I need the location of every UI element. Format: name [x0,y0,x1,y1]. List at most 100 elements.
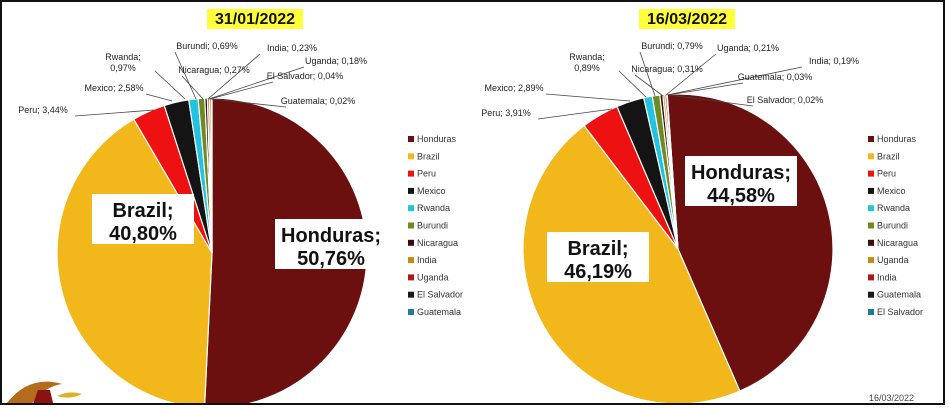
data-label-text: Burundi; 0,69% [176,41,238,51]
legend-item-burundi: Burundi [868,221,908,231]
legend-label: Brazil [417,151,440,161]
leader-line [665,53,717,96]
data-label-text: India; 0,19% [809,56,859,66]
leader-line [639,51,656,97]
leader-line [668,94,754,107]
legend-label: Mexico [417,186,446,196]
leader-line [208,66,305,100]
chart-title: 16/03/2022 [647,11,727,28]
legend-label: India [877,272,897,282]
legend-label: El Salvador [877,307,923,317]
pie-slice-brazil [56,118,213,403]
legend-item-rwanda: Rwanda [408,203,450,213]
legend-label: Honduras [417,134,457,144]
legend-item-india: India [868,272,897,282]
data-label-burundi: Burundi; 0,69% [174,41,238,100]
leader-line [74,109,155,117]
legend-item-el-salvador: El Salvador [868,307,923,317]
data-label-box [547,232,649,282]
legend-swatch [408,239,414,246]
legend-item-mexico: Mexico [868,186,906,196]
legend-item-uganda: Uganda [408,272,449,282]
data-label-honduras: Honduras;50,76% [275,219,387,270]
data-label-text: Guatemala; 0,03% [738,72,813,82]
legend-swatch [408,187,414,194]
legend-label: Rwanda [877,203,910,213]
legend-label: Brazil [877,151,900,161]
data-label-mexico: Mexico; 2,58% [84,83,173,102]
legend-item-guatemala: Guatemala [408,307,461,317]
legend-item-brazil: Brazil [408,151,440,161]
leader-line [174,51,197,100]
legend-swatch [868,187,874,194]
legend-label: Mexico [877,186,906,196]
legend-item-uganda: Uganda [868,255,909,265]
data-label-text: Mexico; 2,89% [484,83,543,93]
data-label-name: Honduras; [281,225,381,247]
data-label-peru: Peru; 3,44% [18,105,155,117]
pie-charts-canvas: 31/01/2022Honduras;50,76%Brazil;40,80%Pe… [7,9,923,403]
logo-icon [7,381,82,403]
data-label-mexico: Mexico; 2,89% [484,83,631,102]
data-label-burundi: Burundi; 0,79% [639,41,703,97]
legend-label: Peru [877,169,896,179]
leader-line [181,75,204,100]
legend-swatch [408,257,414,264]
legend-swatch [868,205,874,212]
legend-item-honduras: Honduras [868,134,917,144]
data-label-el-salvador: El Salvador; 0,04% [209,71,344,100]
data-label-honduras: Honduras;44,58% [685,156,797,207]
legend-swatch [868,257,874,264]
legend-label: Nicaragua [877,238,918,248]
leader-line [210,98,287,108]
legend-swatch [868,309,874,315]
data-label-text: Mexico; 2,58% [84,83,143,93]
data-label-text: El Salvador; 0,02% [747,95,824,105]
legend-item-guatemala: Guatemala [868,290,921,300]
data-label-uganda: Uganda; 0,21% [665,43,779,96]
data-label-name: Brazil; [112,200,173,222]
data-label-text: El Salvador; 0,04% [267,71,344,81]
legend-swatch [868,222,874,229]
pie-chart-2: 16/03/2022 Honduras;44,58% Brazil;46,19% Pe… [481,9,923,403]
legend-swatch [868,239,874,246]
legend-item-nicaragua: Nicaragua [868,238,918,248]
footer-date: 16/03/2022 [869,393,914,403]
legend-label: India [417,255,437,265]
leader-line [537,108,613,120]
data-label-value: 50,76% [297,248,365,270]
leader-line [634,74,664,97]
pie-chart-1: 31/01/2022 Honduras;50,76% Brazil;40,80% Pe… [18,9,463,403]
legend-item-peru: Peru [408,169,436,179]
data-label-guatemala: Guatemala; 0,03% [667,72,813,96]
data-label-india: India; 0,23% [207,43,317,100]
data-label-box [275,219,387,269]
legend-label: Burundi [417,221,448,231]
leader-line [545,93,631,102]
leader-line [154,70,186,100]
data-label-brazil: Brazil;46,19% [547,232,649,283]
legend-item-honduras: Honduras [408,134,457,144]
title-highlight [639,9,735,29]
data-label-text: Guatemala; 0,02% [281,96,356,106]
data-label-rwanda: Rwanda;0,89% [569,52,647,98]
legend-swatch [868,136,874,142]
leader-line [666,66,803,96]
legend: Honduras Brazil Peru Mexico Rwanda Burundi Nic… [868,134,923,317]
data-label-rwanda: Rwanda;0,97% [105,52,186,100]
legend-swatch [408,153,414,160]
legend-label: El Salvador [417,290,463,300]
data-label-name: Brazil; [567,238,628,260]
legend-swatch [408,205,414,212]
data-label-text: Uganda; 0,21% [717,43,779,53]
data-label-text: Nicaragua; 0,31% [631,64,703,74]
legend-item-nicaragua: Nicaragua [408,238,458,248]
legend-label: Guatemala [877,290,921,300]
data-label-el-salvador: El Salvador; 0,02% [668,94,824,107]
legend-label: Guatemala [417,307,461,317]
legend-label: Peru [417,169,436,179]
data-label-value: 44,58% [707,185,775,207]
leader-line [667,82,744,96]
data-label-brazil: Brazil;40,80% [92,194,194,245]
